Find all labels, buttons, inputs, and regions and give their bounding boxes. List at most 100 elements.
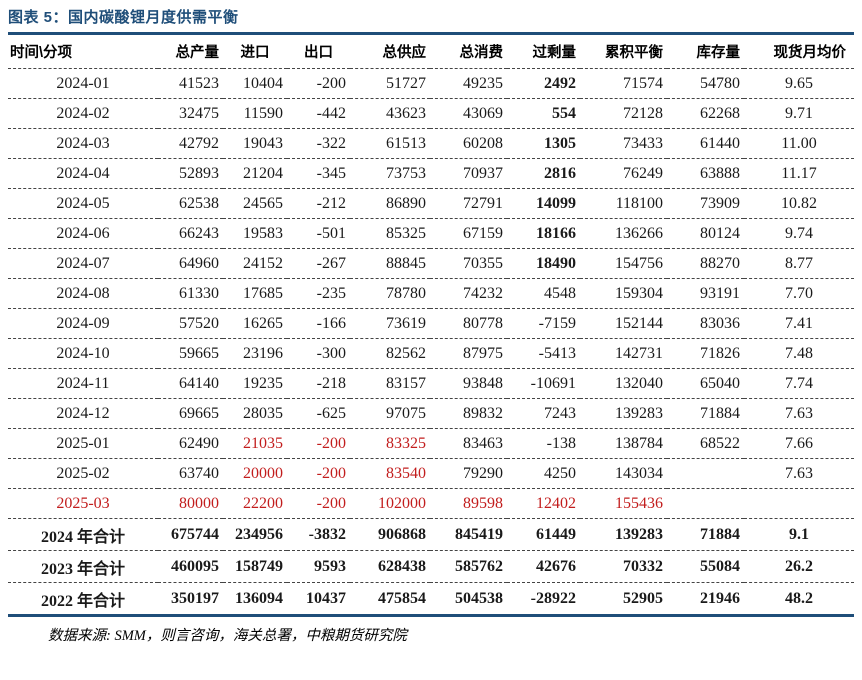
- cell: [744, 489, 854, 519]
- table-row: 2024-12 69665 28035 -625 97075 89832 7243 13928…: [8, 399, 854, 429]
- row-label: 2024-10: [56, 344, 110, 362]
- row-label: 2025-02: [56, 464, 110, 482]
- table-row: 2024-11 64140 19235 -218 83157 93848 -10691 132…: [8, 369, 854, 399]
- cell: 79290: [463, 464, 503, 482]
- cell: 4548: [544, 284, 576, 302]
- table-row: 2024-05 62538 24565 -212 86890 72791 14099 1181…: [8, 189, 854, 219]
- cell: 7243: [544, 404, 576, 422]
- cell: 2492: [544, 74, 576, 92]
- table-row: 2025-02 63740 20000 -200 83540 79290 4250 14303…: [8, 459, 854, 489]
- cell: 143034: [615, 464, 663, 482]
- cell: 7.63: [785, 464, 813, 482]
- cell: 73619: [386, 314, 426, 332]
- column-header-total-production: 总产量: [175, 45, 220, 61]
- cell: 675744: [171, 525, 219, 543]
- cell: 70355: [463, 254, 503, 272]
- cell: 83036: [700, 314, 740, 332]
- data-source-note: 数据来源: SMM，则言咨询，海关总署，中粮期货研究院: [48, 628, 407, 644]
- cell: 9.65: [785, 74, 813, 92]
- cell: 43069: [463, 104, 503, 122]
- cell: 54780: [700, 74, 740, 92]
- row-label: 2024-07: [56, 254, 110, 272]
- cell: 80124: [700, 224, 740, 242]
- cell: 73433: [623, 134, 663, 152]
- cell: -345: [316, 164, 346, 182]
- cell: 158749: [235, 557, 283, 575]
- cell: 89598: [463, 494, 503, 512]
- cell: 10.82: [781, 194, 817, 212]
- cell: 132040: [615, 374, 663, 392]
- cell: 70332: [623, 557, 663, 575]
- cell: 70937: [463, 164, 503, 182]
- cell: 68522: [700, 434, 740, 452]
- cell: 7.66: [785, 434, 813, 452]
- cell: 628438: [378, 557, 426, 575]
- table-row: 2024-04 52893 21204 -345 73753 70937 2816 76249…: [8, 159, 854, 189]
- report-figure: 图表 5：国内碳酸锂月度供需平衡 时间\分项 总产量 进口 出口 总供应 总消费…: [8, 9, 854, 644]
- cell: 83157: [386, 374, 426, 392]
- cell: 19235: [243, 374, 283, 392]
- cell: 11.17: [781, 164, 817, 182]
- column-header-total-supply: 总供应: [382, 45, 427, 61]
- cell: 21035: [243, 434, 283, 452]
- cell: 86890: [386, 194, 426, 212]
- cell: 43623: [386, 104, 426, 122]
- cell: 63888: [700, 164, 740, 182]
- cell: -442: [316, 104, 346, 122]
- column-header-cumulative-balance: 累积平衡: [605, 45, 663, 61]
- row-label: 2025-03: [56, 494, 110, 512]
- cell: 19583: [243, 224, 283, 242]
- cell: 52893: [179, 164, 219, 182]
- row-label: 2024-06: [56, 224, 110, 242]
- cell: 65040: [700, 374, 740, 392]
- row-label: 2023 年合计: [40, 560, 125, 578]
- cell: 554: [552, 104, 576, 122]
- row-label: 2024 年合计: [40, 528, 125, 546]
- cell: 69665: [179, 404, 219, 422]
- table-row: 2025-01 62490 21035 -200 83325 83463 -138 13878…: [8, 429, 854, 459]
- cell: 32475: [179, 104, 219, 122]
- cell: 23196: [243, 344, 283, 362]
- column-header-export: 出口: [304, 45, 333, 61]
- cell: 136094: [235, 589, 283, 607]
- table-row: 2024-10 59665 23196 -300 82562 87975 -5413 1427…: [8, 339, 854, 369]
- cell: 41523: [179, 74, 219, 92]
- cell: 2816: [544, 164, 576, 182]
- cell: 83463: [463, 434, 503, 452]
- table-row: 2024-08 61330 17685 -235 78780 74232 4548 15930…: [8, 279, 854, 309]
- cell: 9.1: [789, 525, 809, 543]
- cell: 504538: [455, 589, 503, 607]
- cell: 906868: [378, 525, 426, 543]
- row-label: 2024-08: [56, 284, 110, 302]
- table-row: 2024-01 41523 10404 -200 51727 49235 2492 71574…: [8, 69, 854, 99]
- cell: -625: [316, 404, 346, 422]
- cell: 10437: [306, 589, 346, 607]
- cell: -3832: [308, 525, 346, 543]
- cell: 9593: [314, 557, 346, 575]
- column-header-surplus: 过剩量: [532, 45, 577, 61]
- cell: 55084: [700, 557, 740, 575]
- cell: 62268: [700, 104, 740, 122]
- row-label: 2024-04: [56, 164, 110, 182]
- cell: 10404: [243, 74, 283, 92]
- cell: 71826: [700, 344, 740, 362]
- cell: -166: [316, 314, 346, 332]
- cell: 72128: [623, 104, 663, 122]
- cell: 11.00: [781, 134, 817, 152]
- cell: [667, 459, 744, 489]
- cell: 61449: [536, 525, 576, 543]
- cell: 7.70: [785, 284, 813, 302]
- cell: 61330: [179, 284, 219, 302]
- cell: 1305: [544, 134, 576, 152]
- cell: 4250: [544, 464, 576, 482]
- cell: -138: [546, 434, 576, 452]
- cell: 78780: [386, 284, 426, 302]
- cell: 18166: [536, 224, 576, 242]
- cell: 62490: [179, 434, 219, 452]
- cell: 57520: [179, 314, 219, 332]
- cell: -200: [316, 434, 346, 452]
- cell: 74232: [463, 284, 503, 302]
- cell: -300: [316, 344, 346, 362]
- column-header-time: 时间\分项: [10, 45, 73, 61]
- cell: 19043: [243, 134, 283, 152]
